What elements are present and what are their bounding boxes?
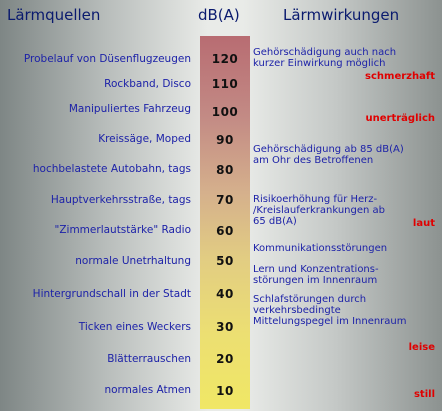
db-value-40: 40 <box>216 287 234 301</box>
effect-learning-concentration: Lern und Konzentrations- störungen im In… <box>253 264 379 286</box>
db-value-100: 100 <box>211 105 239 119</box>
decibel-scale-bar <box>200 36 250 409</box>
header-unit: dB(A) <box>198 6 240 24</box>
source-30: Ticken eines Weckers <box>78 321 191 333</box>
db-value-120: 120 <box>211 52 239 66</box>
db-value-50: 50 <box>216 254 234 268</box>
effect-cardiovascular-risk: Risikoerhöhung für Herz- /Kreislauferkra… <box>253 194 386 227</box>
severity-silent: still <box>413 389 435 400</box>
source-90: Kreissäge, Moped <box>98 133 191 145</box>
effect-hearing-damage-85: Gehörschädigung ab 85 dB(A) am Ohr des B… <box>253 144 404 166</box>
source-120: Probelauf von Düsenflugzeugen <box>23 53 191 65</box>
source-80: hochbelastete Autobahn, tags <box>32 163 191 175</box>
source-110: Rockband, Disco <box>104 78 191 90</box>
source-50: normale Unetrhaltung <box>75 255 191 267</box>
source-10: normales Atmen <box>104 384 191 396</box>
source-100: Manipuliertes Fahrzeug <box>68 103 191 115</box>
db-value-30: 30 <box>216 320 234 334</box>
source-40: Hintergrundschall in der Stadt <box>32 288 191 300</box>
source-70: Hauptverkehrsstraße, tags <box>50 194 191 206</box>
source-20: Blätterrauschen <box>107 353 191 365</box>
header-sources: Lärmquellen <box>7 6 101 24</box>
effect-hearing-damage-short: Gehörschädigung auch nach kurzer Einwirk… <box>253 47 397 69</box>
db-value-60: 60 <box>216 224 234 238</box>
db-value-90: 90 <box>216 133 234 147</box>
db-value-110: 110 <box>211 77 239 91</box>
header-effects: Lärmwirkungen <box>283 6 400 24</box>
db-value-80: 80 <box>216 163 234 177</box>
db-value-20: 20 <box>216 352 234 366</box>
severity-painful: schmerzhaft <box>365 71 435 82</box>
db-value-10: 10 <box>216 384 234 398</box>
effect-sleep-disturbance: Schlafstörungen durch verkehrsbedingte M… <box>253 294 407 327</box>
db-value-70: 70 <box>216 193 234 207</box>
severity-loud: laut <box>412 218 435 229</box>
effect-communication: Kommunikationsstörungen <box>253 243 388 254</box>
severity-unbearable: unerträglich <box>365 113 435 124</box>
severity-quiet: leise <box>408 342 435 353</box>
source-60: "Zimmerlautstärke" Radio <box>54 224 191 236</box>
